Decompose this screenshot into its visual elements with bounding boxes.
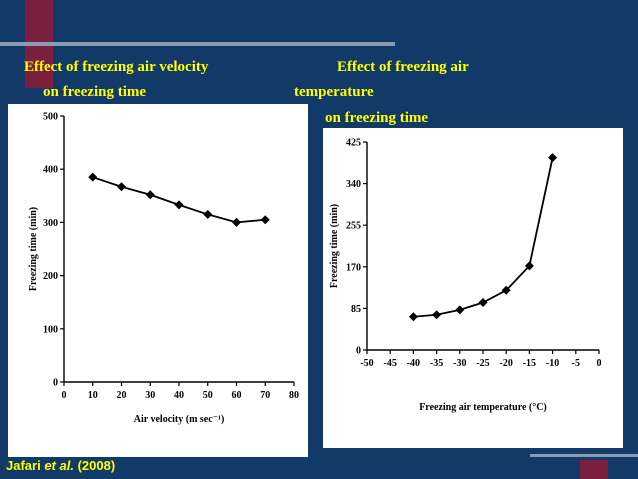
x-tick-label: -50 <box>360 358 373 369</box>
y-tick-label: 100 <box>43 324 58 335</box>
left-chart-panel: 0 10 20 30 40 50 60 70 80 0 100 200 300 400 500 Air vel… <box>8 104 308 457</box>
x-tick-label: -5 <box>572 358 580 369</box>
x-tick-label: 20 <box>117 390 127 401</box>
left-chart-title-line1: Effect of freezing air velocity <box>24 59 209 75</box>
data-point <box>548 153 558 163</box>
citation: Jafari et al. (2008) <box>6 458 115 473</box>
x-tick-label: 60 <box>232 390 242 401</box>
y-tick-label: 425 <box>346 138 361 149</box>
y-tick-label: 85 <box>351 304 361 315</box>
data-point <box>524 261 534 271</box>
series-line <box>92 176 266 224</box>
x-tick-label: 70 <box>260 390 270 401</box>
citation-year: (2008) <box>77 458 116 473</box>
x-tick-label: 30 <box>145 390 155 401</box>
x-axis-label: Air velocity (m sec⁻¹) <box>134 414 225 425</box>
data-point <box>501 285 511 295</box>
y-axis-label: Freezing time (min) <box>28 207 39 291</box>
data-point <box>88 172 98 182</box>
x-tick-label: -45 <box>384 358 397 369</box>
y-tick-label: 400 <box>43 165 58 176</box>
x-tick-label: 0 <box>597 358 602 369</box>
y-tick-label: 300 <box>43 218 58 229</box>
x-tick-label: -10 <box>546 358 559 369</box>
y-tick-label: 200 <box>43 271 58 282</box>
left-chart-title-line2: on freezing time <box>43 84 147 100</box>
y-tick-label: 0 <box>53 378 58 389</box>
right-chart-title-line3: on freezing time <box>325 110 429 126</box>
data-point <box>432 310 442 320</box>
x-tick-label: -30 <box>453 358 466 369</box>
x-tick-label: 40 <box>174 390 184 401</box>
x-tick-label: -25 <box>476 358 489 369</box>
x-axis-label: Freezing air temperature (°C) <box>419 402 547 413</box>
data-point <box>174 200 184 210</box>
y-axis-label: Freezing time (min) <box>329 204 340 288</box>
data-point <box>145 190 155 200</box>
x-tick-label: 0 <box>62 390 67 401</box>
y-tick-label: 500 <box>43 112 58 123</box>
y-tick-label: 340 <box>346 179 361 190</box>
y-tick-label: 0 <box>356 346 361 357</box>
bottom-accent-block <box>580 460 608 479</box>
right-chart-panel: -50 -45 -40 -35 -30 -25 -20 -15 -10 -5 0 0 85 170 255 3… <box>323 128 623 448</box>
x-tick-label: -15 <box>523 358 536 369</box>
series-line <box>413 157 554 318</box>
bottom-divider-line <box>530 454 638 457</box>
right-chart-title-line2: temperature <box>294 84 374 100</box>
citation-author: Jafari <box>6 458 41 473</box>
data-point <box>232 217 241 227</box>
data-point <box>478 298 488 308</box>
x-tick-label: 80 <box>289 390 299 401</box>
data-point <box>455 305 465 315</box>
air-velocity-chart: 0 10 20 30 40 50 60 70 80 0 100 200 300 400 500 Air vel… <box>28 112 299 426</box>
right-chart-title-line1: Effect of freezing air <box>337 59 469 75</box>
x-tick-label: -20 <box>500 358 513 369</box>
x-tick-label: -40 <box>407 358 420 369</box>
data-point <box>203 209 213 219</box>
top-divider-line <box>0 42 395 46</box>
data-point <box>260 215 270 225</box>
air-temperature-chart: -50 -45 -40 -35 -30 -25 -20 -15 -10 -5 00851702553… <box>329 138 602 414</box>
x-tick-label: 50 <box>203 390 213 401</box>
x-tick-label: -35 <box>430 358 443 369</box>
y-tick-label: 170 <box>346 262 361 273</box>
data-point <box>117 182 126 192</box>
data-point <box>408 312 418 322</box>
citation-etal: et al. <box>44 458 74 473</box>
x-tick-label: 10 <box>88 390 98 401</box>
y-tick-label: 255 <box>346 221 361 232</box>
